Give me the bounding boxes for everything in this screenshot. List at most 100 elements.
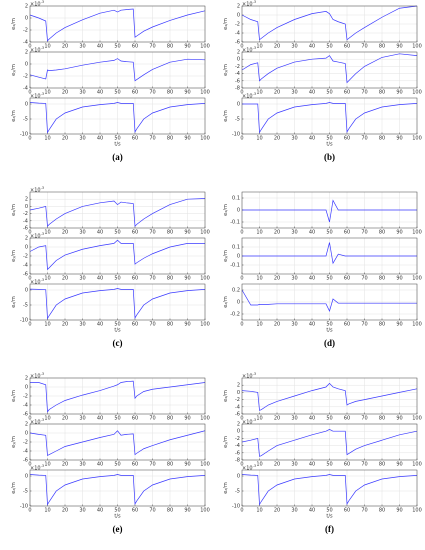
y-label-unit: /m [223, 204, 229, 211]
x-tick-label: 30 [79, 90, 85, 96]
plot-frame [29, 377, 206, 415]
x-tick-label: 10 [256, 508, 262, 514]
y-tick-label: 2 [237, 383, 240, 389]
x-tick-label: 30 [79, 508, 85, 514]
x-tick-label: 40 [309, 416, 315, 422]
x-tick-label: 60 [344, 416, 350, 422]
x-tick-label: 30 [291, 508, 297, 514]
y-axis-label: ey/m [223, 250, 229, 262]
x-tick-label: 50 [326, 508, 332, 514]
y-tick-label: 0 [237, 390, 240, 396]
x-tick-label: 30 [291, 230, 297, 236]
x-tick-label: 20 [274, 508, 280, 514]
x-tick-label: 0 [240, 230, 243, 236]
y-label-symbol: e [223, 399, 229, 402]
data-line [242, 199, 417, 223]
x-tick-label: 40 [97, 90, 103, 96]
x-tick-label: 70 [361, 462, 367, 468]
x-tick-label: 20 [62, 136, 68, 142]
y-label-symbol: e [11, 491, 17, 494]
scale-base: ×10 [30, 187, 41, 193]
y-tick-label: -4 [235, 443, 240, 449]
x-tick-label: 80 [379, 462, 385, 468]
x-tick-label: 80 [167, 230, 173, 236]
plot-frame [29, 5, 206, 43]
y-tick-label: 0 [25, 204, 28, 210]
y-tick-label: 0.1 [232, 196, 240, 202]
x-tick-label: 0 [28, 90, 31, 96]
y-label-subscript: x [224, 211, 228, 213]
x-tick-label: 0 [240, 90, 243, 96]
y-tick-label: 0 [237, 429, 240, 435]
x-tick-label: 10 [256, 44, 262, 50]
subplot: 0 10 20 30 40 50 60 70 80 90 100-10-50×10-3ez/mt/s… [11, 92, 210, 162]
x-tick-label: 70 [149, 462, 155, 468]
y-axis-label: ey/m [223, 436, 229, 448]
x-tick-label: 20 [62, 230, 68, 236]
subplot: 0 10 20 30 40 50 60 70 80 90 100-10-50×10-3ez/mt/s… [223, 92, 422, 162]
y-tick-label: -10 [232, 132, 240, 138]
x-tick-label: 30 [79, 230, 85, 236]
y-label-subscript: z [224, 117, 228, 119]
y-label-symbol: e [11, 305, 17, 308]
x-tick-label: 30 [291, 322, 297, 328]
subplot: 0 10 20 30 40 50 60 70 80 90 100-4-202 ×10-3ex/m [11, 0, 210, 50]
x-tick-label: 10 [256, 322, 262, 328]
x-tick-label: 0 [240, 276, 243, 282]
scale-exponent: -3 [253, 0, 257, 4]
scale-label: ×10-3 [30, 464, 44, 471]
y-label-subscript: x [224, 25, 228, 27]
scale-exponent: -3 [41, 186, 45, 190]
scale-label: ×10-3 [242, 464, 256, 471]
scale-exponent: -3 [41, 372, 45, 376]
y-axis-label: ex/m [11, 18, 17, 30]
plot-frame [241, 423, 418, 461]
y-tick-label: 0 [237, 254, 240, 260]
y-label-unit: /m [11, 250, 17, 257]
x-tick-label: 60 [132, 44, 138, 50]
x-tick-label: 100 [412, 276, 422, 282]
y-tick-label: -2 [23, 74, 28, 80]
data-line [242, 102, 418, 134]
y-tick-label: 0 [25, 288, 28, 294]
y-label-symbol: e [223, 491, 229, 494]
x-tick-label: 50 [114, 322, 120, 328]
y-label-subscript: x [224, 397, 228, 399]
x-tick-label: 100 [200, 230, 210, 236]
scale-exponent: -3 [41, 0, 45, 4]
x-tick-label: 30 [291, 136, 297, 142]
x-tick-label: 20 [62, 90, 68, 96]
x-tick-label: 60 [132, 322, 138, 328]
x-tick-label: 90 [184, 416, 190, 422]
x-tick-label: 20 [62, 416, 68, 422]
x-tick-label: 50 [114, 136, 120, 142]
y-label-subscript: y [224, 257, 228, 259]
x-tick-label: 90 [184, 322, 190, 328]
x-tick-label: 70 [149, 508, 155, 514]
x-tick-label: 100 [412, 322, 422, 328]
x-tick-label: 20 [62, 276, 68, 282]
y-axis-label: ez/m [223, 296, 229, 308]
y-label-subscript: z [224, 489, 228, 491]
x-tick-label: 90 [184, 136, 190, 142]
data-line [29, 239, 205, 271]
y-tick-label: -4 [23, 86, 28, 92]
x-tick-label: 80 [379, 508, 385, 514]
x-tick-label: 30 [291, 462, 297, 468]
scale-exponent: -3 [253, 464, 257, 468]
scale-base: ×10 [30, 373, 41, 379]
subplot: 0 10 20 30 40 50 60 70 80 90 100-10-50×10-3ez/mt/s… [223, 464, 422, 534]
y-tick-label: 0 [25, 16, 28, 22]
y-tick-label: -2 [235, 397, 240, 403]
x-tick-label: 70 [149, 44, 155, 50]
x-tick-label: 90 [184, 230, 190, 236]
y-tick-label: -4 [235, 71, 240, 77]
y-tick-label: 2 [25, 422, 28, 428]
y-tick-label: -6 [23, 226, 28, 232]
x-tick-label: 50 [114, 44, 120, 50]
y-label-subscript: y [12, 257, 16, 259]
scale-base: ×10 [30, 419, 41, 425]
x-tick-label: 0 [240, 44, 243, 50]
